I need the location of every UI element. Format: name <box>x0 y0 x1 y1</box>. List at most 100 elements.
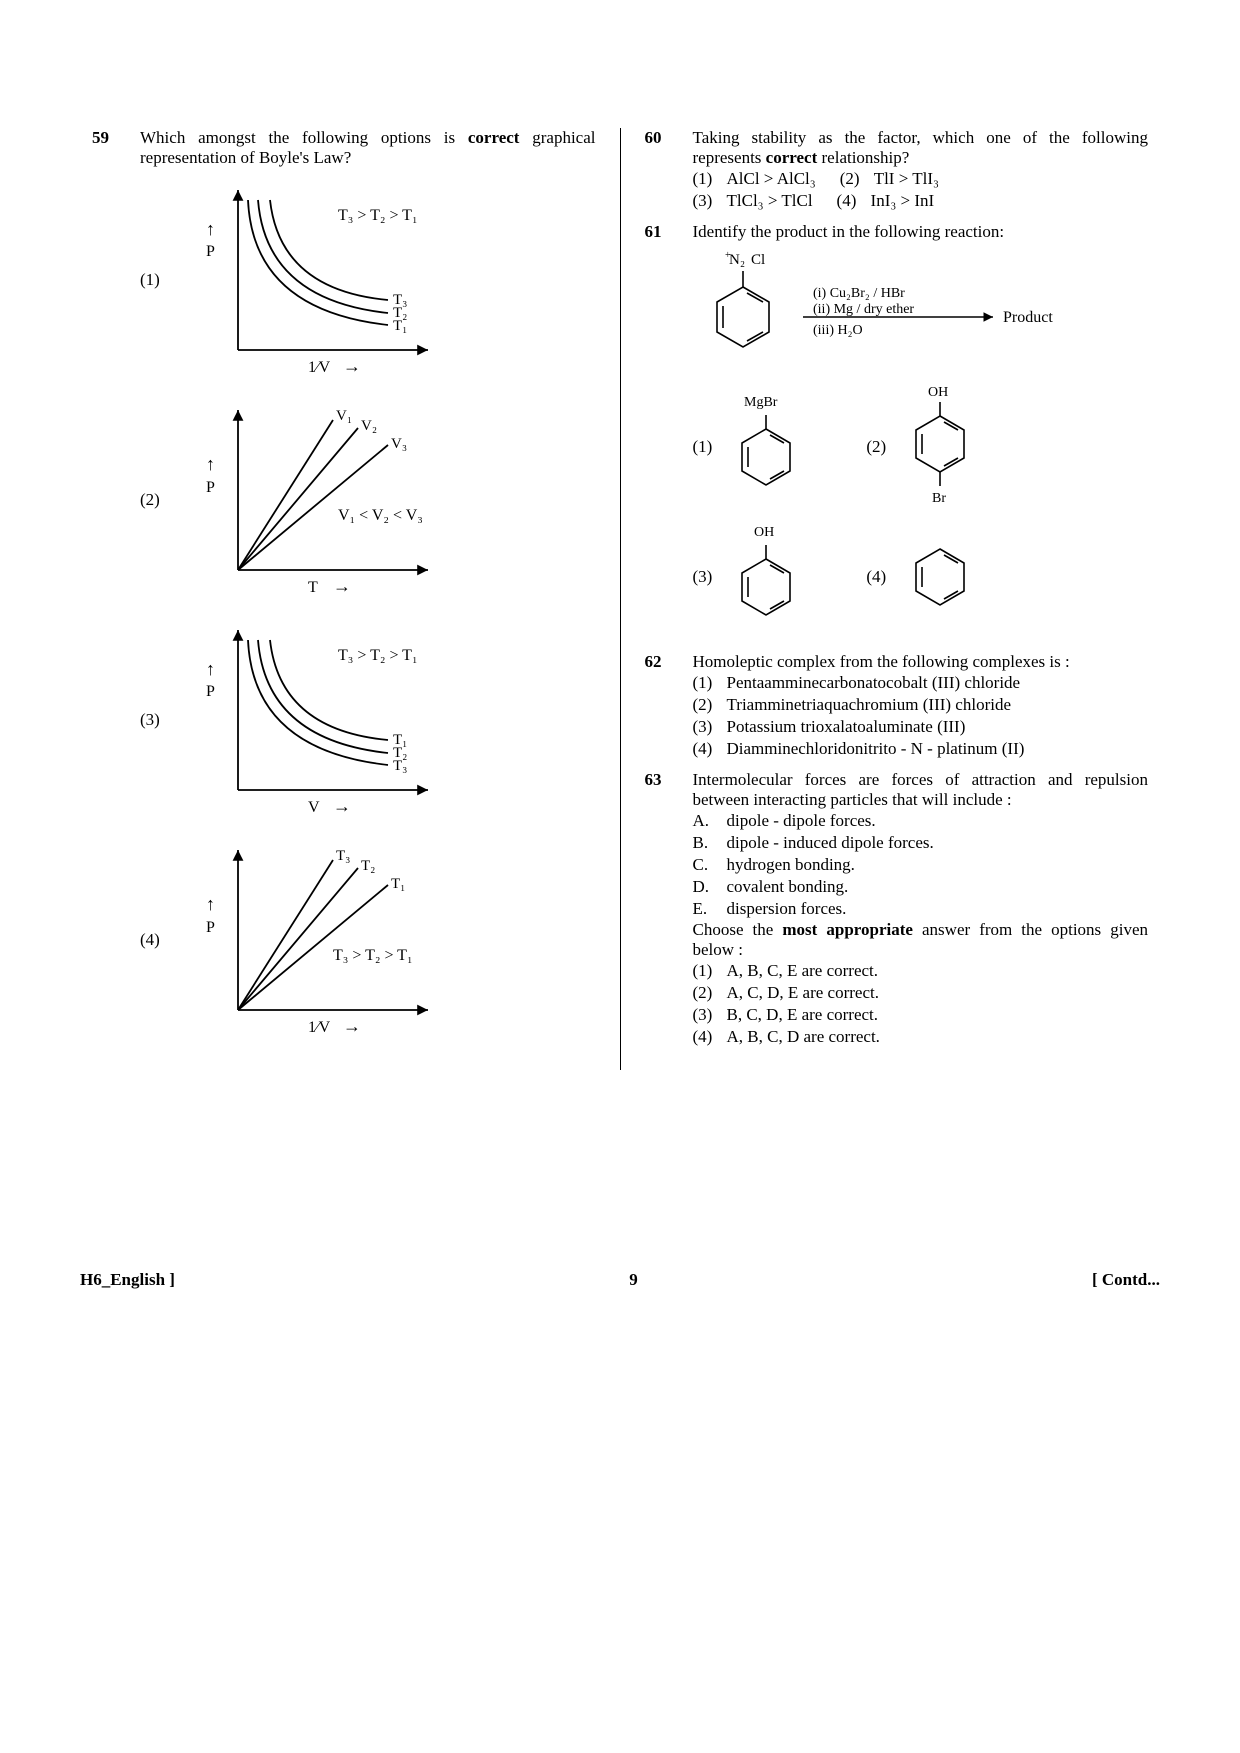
q63-text: Intermolecular forces are forces of attr… <box>693 770 1149 810</box>
question-62: 62 Homoleptic complex from the following… <box>645 652 1149 760</box>
q59-number: 59 <box>92 128 126 1060</box>
q62-opt1: (1)Pentaamminecarbonatocobalt (III) chlo… <box>693 672 1149 694</box>
q63-item-b: B.dipole - induced dipole forces. <box>693 832 1149 854</box>
q63-opt1: (1)A, B, C, E are correct. <box>693 960 1149 982</box>
q62-opt4: (4)Diamminechloridonitrito - N - platinu… <box>693 738 1149 760</box>
q61-number: 61 <box>645 222 679 642</box>
q61-body: Identify the product in the following re… <box>693 222 1149 642</box>
q59-text-b: correct <box>468 128 520 147</box>
g1-annot: T₃ > T₂ > T₁ <box>338 207 418 224</box>
svg-text:→: → <box>343 356 361 376</box>
svg-text:V₁: V₁ <box>336 408 352 424</box>
g3-annot: T₃ > T₂ > T₁ <box>338 647 418 664</box>
q63-item-c: C.hydrogen bonding. <box>693 854 1149 876</box>
q61-opt2: (2) OH Br <box>866 382 980 512</box>
q61-opt4-svg <box>900 522 980 632</box>
svg-text:P: P <box>206 919 215 936</box>
q60-text-a: Taking stability as the factor, which on… <box>693 128 1149 167</box>
svg-text:→: → <box>343 1016 361 1036</box>
q63-items: A.dipole - dipole forces. B.dipole - ind… <box>693 810 1149 920</box>
graph-4-svg: T₃ T₂ T₁ T₃ > T₂ > T₁ ↑ P 1⁄V → <box>188 840 448 1040</box>
graph-2-svg: V₁ V₂ V₃ V₁ < V₂ < V₃ ↑ P T → <box>188 400 448 600</box>
page: 59 Which amongst the following options i… <box>0 0 1240 1110</box>
svg-text:↑: ↑ <box>206 659 215 679</box>
q60-body: Taking stability as the factor, which on… <box>693 128 1149 212</box>
svg-text:1⁄V: 1⁄V <box>308 1019 331 1036</box>
svg-text:→: → <box>333 796 351 816</box>
q61-opt1: (1) MgBr <box>693 382 807 512</box>
svg-text:OH: OH <box>754 525 774 540</box>
q59-body: Which amongst the following options is c… <box>140 128 596 1060</box>
q59-graph-2: (2) V₁ V₂ V₃ V₁ < V₂ < V₃ ↑ P T <box>140 400 596 600</box>
q61-opt1-svg: MgBr <box>726 392 806 502</box>
q63-item-e: E.dispersion forces. <box>693 898 1149 920</box>
q60-opt3: (3)TlCl₃ > TlCl <box>693 190 813 212</box>
svg-text:↑: ↑ <box>206 894 215 914</box>
svg-text:T₂: T₂ <box>361 858 375 874</box>
q60-text-c: relationship? <box>817 148 909 167</box>
footer-center: 9 <box>629 1270 638 1290</box>
svg-text:T₁: T₁ <box>391 876 405 892</box>
svg-text:V₂: V₂ <box>361 418 377 434</box>
right-column: 60 Taking stability as the factor, which… <box>621 128 1161 1070</box>
q59-graph-1: (1) T₃ T₂ T₁ T₃ > T₂ > T₁ ↑ P <box>140 180 596 380</box>
q62-opt3: (3)Potassium trioxalatoaluminate (III) <box>693 716 1149 738</box>
question-60: 60 Taking stability as the factor, which… <box>645 128 1149 212</box>
left-column: 59 Which amongst the following options i… <box>80 128 621 1070</box>
svg-text:1⁄V: 1⁄V <box>308 359 331 376</box>
q59-opt1-marker: (1) <box>140 270 170 290</box>
q60-options: (1)AlCl > AlCl₃ (2)TlI > TlI₃ (3)TlCl₃ >… <box>693 168 1149 212</box>
q61-opt3-svg: OH <box>726 522 806 632</box>
q62-opt2: (2)Triamminetriaquachromium (III) chlori… <box>693 694 1149 716</box>
q61-reagent-2: (ii) Mg / dry ether <box>813 302 914 317</box>
question-61: 61 Identify the product in the following… <box>645 222 1149 642</box>
q59-graph-3: (3) T₁ T₂ T₃ T₃ > T₂ > T₁ ↑ P V <box>140 620 596 820</box>
svg-text:T₁: T₁ <box>393 318 407 334</box>
svg-text:P: P <box>206 683 215 700</box>
q61-opt4: (4) <box>866 522 980 632</box>
q59-graph-4: (4) T₃ T₂ T₁ T₃ > T₂ > T₁ ↑ P 1⁄V <box>140 840 596 1040</box>
q61-reagent-1: (i) Cu₂Br₂ / HBr <box>813 286 905 301</box>
question-59: 59 Which amongst the following options i… <box>92 128 596 1060</box>
svg-text:↑: ↑ <box>206 454 215 474</box>
svg-text:P: P <box>206 243 215 260</box>
svg-text:P: P <box>206 479 215 496</box>
svg-text:N₂: N₂ <box>729 252 745 268</box>
q61-reagent-3: (iii) H₂O <box>813 323 863 338</box>
q62-number: 62 <box>645 652 679 760</box>
footer-left: H6_English ] <box>80 1270 175 1290</box>
g2-annot: V₁ < V₂ < V₃ <box>338 507 423 524</box>
svg-text:V₃: V₃ <box>391 436 407 452</box>
graph-1-svg: T₃ T₂ T₁ T₃ > T₂ > T₁ ↑ P 1⁄V → <box>188 180 448 380</box>
q63-opt3: (3)B, C, D, E are correct. <box>693 1004 1149 1026</box>
svg-text:Br: Br <box>932 491 946 506</box>
q60-opt2: (2)TlI > TlI₃ <box>840 168 939 190</box>
q61-optrow-2: (3) OH (4) <box>693 522 1149 632</box>
graph-3-svg: T₁ T₂ T₃ T₃ > T₂ > T₁ ↑ P V → <box>188 620 448 820</box>
q63-opt4: (4)A, B, C, D are correct. <box>693 1026 1149 1048</box>
q62-text: Homoleptic complex from the following co… <box>693 652 1149 672</box>
svg-text:OH: OH <box>928 385 948 400</box>
q63-prompt: Choose the most appropriate answer from … <box>693 920 1149 960</box>
q59-opt2-marker: (2) <box>140 490 170 510</box>
q59-text-a: Which amongst the following options is <box>140 128 468 147</box>
q63-item-d: D.covalent bonding. <box>693 876 1149 898</box>
q59-opt3-marker: (3) <box>140 710 170 730</box>
q61-text: Identify the product in the following re… <box>693 222 1149 242</box>
q61-opt3: (3) OH <box>693 522 807 632</box>
page-footer: H6_English ] 9 [ Contd... <box>0 1270 1240 1290</box>
q61-optrow-1: (1) MgBr (2 <box>693 382 1149 512</box>
q63-opt2: (2)A, C, D, E are correct. <box>693 982 1149 1004</box>
q60-opt1: (1)AlCl > AlCl₃ <box>693 168 816 190</box>
q61-product-label: Product <box>1003 309 1053 326</box>
svg-text:Cl: Cl <box>751 252 765 268</box>
g4-annot: T₃ > T₂ > T₁ <box>333 947 413 964</box>
footer-right: [ Contd... <box>1092 1270 1160 1290</box>
q61-opt2-svg: OH Br <box>900 382 980 512</box>
question-63: 63 Intermolecular forces are forces of a… <box>645 770 1149 1048</box>
q62-body: Homoleptic complex from the following co… <box>693 652 1149 760</box>
q60-number: 60 <box>645 128 679 212</box>
q63-body: Intermolecular forces are forces of attr… <box>693 770 1149 1048</box>
svg-text:T: T <box>308 579 318 596</box>
q60-opt4: (4)InI₃ > InI <box>837 190 935 212</box>
